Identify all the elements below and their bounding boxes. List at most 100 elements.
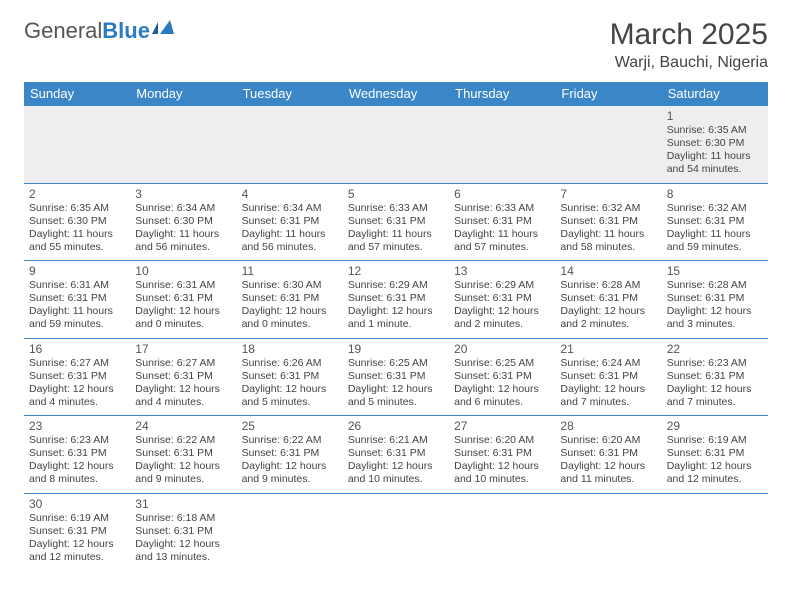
- sunrise-line: Sunrise: 6:29 AM: [454, 279, 550, 292]
- sunset-line: Sunset: 6:30 PM: [135, 215, 231, 228]
- day-number: 17: [135, 342, 231, 357]
- daylight-line: Daylight: 12 hours and 10 minutes.: [348, 460, 444, 486]
- sunset-line: Sunset: 6:31 PM: [560, 370, 656, 383]
- day-cell: 10Sunrise: 6:31 AMSunset: 6:31 PMDayligh…: [130, 261, 236, 339]
- daylight-line: Daylight: 12 hours and 7 minutes.: [667, 383, 763, 409]
- day-details: Sunrise: 6:28 AMSunset: 6:31 PMDaylight:…: [560, 279, 656, 332]
- sunrise-line: Sunrise: 6:25 AM: [348, 357, 444, 370]
- day-cell: 12Sunrise: 6:29 AMSunset: 6:31 PMDayligh…: [343, 261, 449, 339]
- day-details: Sunrise: 6:26 AMSunset: 6:31 PMDaylight:…: [242, 357, 338, 410]
- day-details: Sunrise: 6:28 AMSunset: 6:31 PMDaylight:…: [667, 279, 763, 332]
- day-number: 3: [135, 187, 231, 202]
- day-number: 4: [242, 187, 338, 202]
- sunrise-line: Sunrise: 6:22 AM: [242, 434, 338, 447]
- sunrise-line: Sunrise: 6:34 AM: [135, 202, 231, 215]
- daylight-line: Daylight: 11 hours and 59 minutes.: [29, 305, 125, 331]
- weekday-row: SundayMondayTuesdayWednesdayThursdayFrid…: [24, 82, 768, 106]
- sunrise-line: Sunrise: 6:21 AM: [348, 434, 444, 447]
- day-number: 5: [348, 187, 444, 202]
- logo-text: GeneralBlue: [24, 18, 150, 44]
- day-number: 29: [667, 419, 763, 434]
- calendar-row: 23Sunrise: 6:23 AMSunset: 6:31 PMDayligh…: [24, 416, 768, 494]
- header: GeneralBlue March 2025 Warji, Bauchi, Ni…: [24, 18, 768, 72]
- day-cell: 25Sunrise: 6:22 AMSunset: 6:31 PMDayligh…: [237, 416, 343, 494]
- daylight-line: Daylight: 12 hours and 2 minutes.: [560, 305, 656, 331]
- calendar-row: 1Sunrise: 6:35 AMSunset: 6:30 PMDaylight…: [24, 106, 768, 184]
- day-cell: 11Sunrise: 6:30 AMSunset: 6:31 PMDayligh…: [237, 261, 343, 339]
- day-cell: 14Sunrise: 6:28 AMSunset: 6:31 PMDayligh…: [555, 261, 661, 339]
- calendar-head: SundayMondayTuesdayWednesdayThursdayFrid…: [24, 82, 768, 106]
- day-number: 2: [29, 187, 125, 202]
- day-details: Sunrise: 6:24 AMSunset: 6:31 PMDaylight:…: [560, 357, 656, 410]
- sunset-line: Sunset: 6:31 PM: [29, 447, 125, 460]
- day-number: 6: [454, 187, 550, 202]
- sunset-line: Sunset: 6:31 PM: [560, 292, 656, 305]
- sunset-line: Sunset: 6:31 PM: [560, 215, 656, 228]
- empty-cell: [343, 493, 449, 570]
- day-cell: 17Sunrise: 6:27 AMSunset: 6:31 PMDayligh…: [130, 338, 236, 416]
- sunrise-line: Sunrise: 6:32 AM: [560, 202, 656, 215]
- day-cell: 13Sunrise: 6:29 AMSunset: 6:31 PMDayligh…: [449, 261, 555, 339]
- daylight-line: Daylight: 12 hours and 7 minutes.: [560, 383, 656, 409]
- daylight-line: Daylight: 12 hours and 11 minutes.: [560, 460, 656, 486]
- sunset-line: Sunset: 6:31 PM: [29, 525, 125, 538]
- day-number: 21: [560, 342, 656, 357]
- day-cell: 9Sunrise: 6:31 AMSunset: 6:31 PMDaylight…: [24, 261, 130, 339]
- sunrise-line: Sunrise: 6:26 AM: [242, 357, 338, 370]
- day-number: 12: [348, 264, 444, 279]
- weekday-header: Sunday: [24, 82, 130, 106]
- daylight-line: Daylight: 12 hours and 12 minutes.: [29, 538, 125, 564]
- daylight-line: Daylight: 11 hours and 57 minutes.: [348, 228, 444, 254]
- daylight-line: Daylight: 12 hours and 3 minutes.: [667, 305, 763, 331]
- day-cell: 3Sunrise: 6:34 AMSunset: 6:30 PMDaylight…: [130, 183, 236, 261]
- daylight-line: Daylight: 11 hours and 59 minutes.: [667, 228, 763, 254]
- sunrise-line: Sunrise: 6:20 AM: [560, 434, 656, 447]
- sunset-line: Sunset: 6:31 PM: [560, 447, 656, 460]
- empty-cell: [449, 106, 555, 184]
- sunset-line: Sunset: 6:31 PM: [135, 292, 231, 305]
- day-details: Sunrise: 6:32 AMSunset: 6:31 PMDaylight:…: [560, 202, 656, 255]
- sunset-line: Sunset: 6:31 PM: [242, 447, 338, 460]
- day-number: 28: [560, 419, 656, 434]
- sunset-line: Sunset: 6:31 PM: [135, 370, 231, 383]
- day-cell: 4Sunrise: 6:34 AMSunset: 6:31 PMDaylight…: [237, 183, 343, 261]
- sunset-line: Sunset: 6:31 PM: [348, 447, 444, 460]
- day-cell: 15Sunrise: 6:28 AMSunset: 6:31 PMDayligh…: [662, 261, 768, 339]
- day-number: 30: [29, 497, 125, 512]
- day-details: Sunrise: 6:27 AMSunset: 6:31 PMDaylight:…: [29, 357, 125, 410]
- day-details: Sunrise: 6:35 AMSunset: 6:30 PMDaylight:…: [29, 202, 125, 255]
- day-cell: 29Sunrise: 6:19 AMSunset: 6:31 PMDayligh…: [662, 416, 768, 494]
- daylight-line: Daylight: 12 hours and 12 minutes.: [667, 460, 763, 486]
- day-details: Sunrise: 6:25 AMSunset: 6:31 PMDaylight:…: [348, 357, 444, 410]
- day-cell: 19Sunrise: 6:25 AMSunset: 6:31 PMDayligh…: [343, 338, 449, 416]
- day-number: 25: [242, 419, 338, 434]
- day-cell: 2Sunrise: 6:35 AMSunset: 6:30 PMDaylight…: [24, 183, 130, 261]
- daylight-line: Daylight: 12 hours and 10 minutes.: [454, 460, 550, 486]
- sunrise-line: Sunrise: 6:33 AM: [348, 202, 444, 215]
- sunrise-line: Sunrise: 6:31 AM: [135, 279, 231, 292]
- day-number: 10: [135, 264, 231, 279]
- day-number: 24: [135, 419, 231, 434]
- empty-cell: [237, 106, 343, 184]
- sunrise-line: Sunrise: 6:23 AM: [667, 357, 763, 370]
- sunrise-line: Sunrise: 6:35 AM: [29, 202, 125, 215]
- sunset-line: Sunset: 6:31 PM: [454, 447, 550, 460]
- sunset-line: Sunset: 6:31 PM: [242, 292, 338, 305]
- day-cell: 5Sunrise: 6:33 AMSunset: 6:31 PMDaylight…: [343, 183, 449, 261]
- sunrise-line: Sunrise: 6:27 AM: [135, 357, 231, 370]
- calendar-body: 1Sunrise: 6:35 AMSunset: 6:30 PMDaylight…: [24, 106, 768, 571]
- sunrise-line: Sunrise: 6:28 AM: [560, 279, 656, 292]
- day-details: Sunrise: 6:27 AMSunset: 6:31 PMDaylight:…: [135, 357, 231, 410]
- sunset-line: Sunset: 6:31 PM: [348, 292, 444, 305]
- day-cell: 16Sunrise: 6:27 AMSunset: 6:31 PMDayligh…: [24, 338, 130, 416]
- weekday-header: Saturday: [662, 82, 768, 106]
- day-details: Sunrise: 6:22 AMSunset: 6:31 PMDaylight:…: [242, 434, 338, 487]
- day-details: Sunrise: 6:33 AMSunset: 6:31 PMDaylight:…: [348, 202, 444, 255]
- sunrise-line: Sunrise: 6:22 AM: [135, 434, 231, 447]
- daylight-line: Daylight: 11 hours and 56 minutes.: [135, 228, 231, 254]
- day-details: Sunrise: 6:20 AMSunset: 6:31 PMDaylight:…: [560, 434, 656, 487]
- day-number: 22: [667, 342, 763, 357]
- sunset-line: Sunset: 6:31 PM: [454, 292, 550, 305]
- day-cell: 31Sunrise: 6:18 AMSunset: 6:31 PMDayligh…: [130, 493, 236, 570]
- day-cell: 23Sunrise: 6:23 AMSunset: 6:31 PMDayligh…: [24, 416, 130, 494]
